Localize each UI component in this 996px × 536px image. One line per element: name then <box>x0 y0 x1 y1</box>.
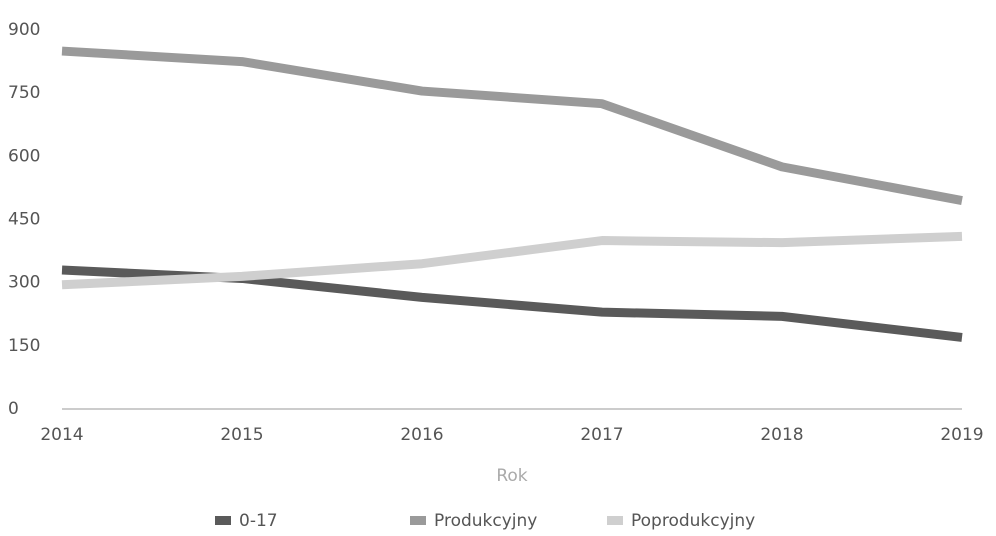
x-tick-label: 2019 <box>940 425 983 445</box>
legend-label: 0-17 <box>239 511 278 531</box>
legend-label: Poprodukcyjny <box>631 511 755 531</box>
legend-swatch <box>410 516 426 525</box>
y-tick-label: 300 <box>8 273 40 293</box>
y-tick-label: 150 <box>8 336 40 356</box>
x-tick-label: 2018 <box>760 425 803 445</box>
series-line <box>61 231 963 290</box>
y-tick-label: 450 <box>8 210 40 230</box>
series-line <box>61 46 963 205</box>
x-tick-label: 2015 <box>220 425 263 445</box>
legend-swatch <box>215 516 231 525</box>
legend-label: Produkcyjny <box>434 511 537 531</box>
x-tick-label: 2017 <box>580 425 623 445</box>
x-tick-label: 2014 <box>40 425 83 445</box>
x-tick-label: 2016 <box>400 425 443 445</box>
x-axis-title: Rok <box>496 466 527 486</box>
y-tick-label: 0 <box>8 399 19 419</box>
y-tick-label: 600 <box>8 146 40 166</box>
y-tick-label: 900 <box>8 20 40 40</box>
y-tick-label: 750 <box>8 83 40 103</box>
legend-swatch <box>607 516 623 525</box>
